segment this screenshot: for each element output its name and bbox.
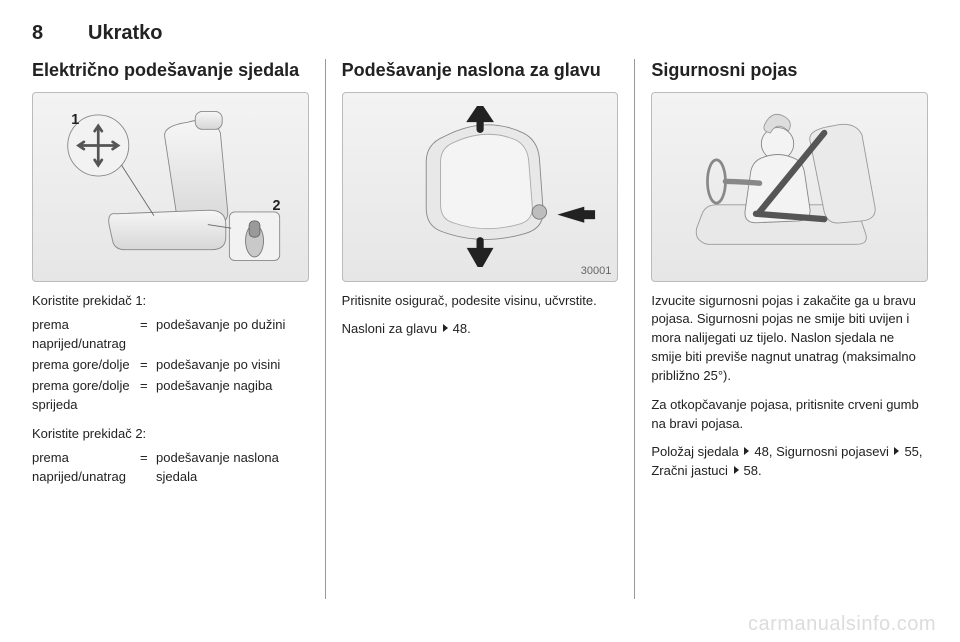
def-term: prema naprijed/unatrag [32, 316, 136, 354]
text: Nasloni za glavu [342, 321, 441, 336]
ref-number: 48 [754, 444, 768, 459]
page-ref-icon [732, 464, 744, 476]
def-term: prema gore/dolje [32, 356, 136, 375]
headrest-illustration [362, 106, 598, 268]
def-desc: podešavanje naslona sjedala [156, 449, 309, 487]
def-eq: = [140, 356, 152, 375]
seat-illustration: 1 2 [52, 106, 288, 268]
def-row: prema naprijed/unatrag = podešavanje po … [32, 316, 309, 354]
chapter-title: Ukratko [88, 22, 162, 45]
page-number: 8 [32, 22, 56, 45]
ref-number: 48 [453, 321, 467, 336]
page-ref: 48 [441, 320, 467, 339]
columns: Električno podešavanje sjedala [32, 59, 928, 599]
page-ref-icon [892, 445, 904, 457]
col3-p1: Izvucite sigurnosni pojas i zakačite ga … [651, 292, 928, 386]
text: . [758, 463, 762, 478]
def-desc: podešavanje nagiba [156, 377, 309, 396]
page-ref-icon [742, 445, 754, 457]
page-ref-icon [441, 322, 453, 334]
defs-switch1: prema naprijed/unatrag = podešavanje po … [32, 316, 309, 414]
watermark: carmanualsinfo.com [748, 613, 936, 636]
def-row: prema gore/dolje = podešavanje po visini [32, 356, 309, 375]
figure-seat-power-adjust: 1 2 [32, 92, 309, 282]
column-2: Podešavanje naslona za glavu [325, 59, 635, 599]
callout-2: 2 [273, 198, 281, 214]
page-ref: 58 [732, 462, 758, 481]
switch1-intro: Koristite prekidač 1: [32, 292, 309, 311]
def-row: prema gore/dolje sprijeda = podešavanje … [32, 377, 309, 415]
def-term: prema gore/dolje sprijeda [32, 377, 136, 415]
col2-p1: Pritisnite osigurač, podesite visinu, uč… [342, 292, 619, 311]
col2-heading: Podešavanje naslona za glavu [342, 59, 619, 82]
figure-number: 30001 [581, 265, 612, 277]
col1-heading: Električno podešavanje sjedala [32, 59, 309, 82]
figure-headrest-adjust: 30001 [342, 92, 619, 282]
col3-p3: Položaj sjedala 48 , Sigurnosni pojasevi… [651, 443, 928, 481]
text: . [467, 321, 471, 336]
callout-1: 1 [72, 112, 80, 128]
col3-heading: Sigurnosni pojas [651, 59, 928, 82]
seatbelt-illustration [672, 106, 908, 268]
ref-number: 58 [744, 463, 758, 478]
def-eq: = [140, 316, 152, 335]
def-eq: = [140, 377, 152, 396]
col3-p2: Za otkopčavanje pojasa, pritisnite crven… [651, 396, 928, 434]
defs-switch2: prema naprijed/unatrag = podešavanje nas… [32, 449, 309, 487]
def-desc: podešavanje po dužini [156, 316, 309, 335]
switch2-intro: Koristite prekidač 2: [32, 425, 309, 444]
def-term: prema naprijed/unatrag [32, 449, 136, 487]
page-ref: 55 [892, 443, 918, 462]
figure-seatbelt [651, 92, 928, 282]
column-3: Sigurnosni pojas [634, 59, 928, 599]
def-row: prema naprijed/unatrag = podešavanje nas… [32, 449, 309, 487]
page-ref: 48 [742, 443, 768, 462]
def-desc: podešavanje po visini [156, 356, 309, 375]
def-eq: = [140, 449, 152, 468]
page-header: 8 Ukratko [32, 22, 928, 45]
text: Položaj sjedala [651, 444, 742, 459]
col2-p2: Nasloni za glavu 48 . [342, 320, 619, 339]
ref-number: 55 [904, 444, 918, 459]
column-1: Električno podešavanje sjedala [32, 59, 325, 599]
manual-page: 8 Ukratko Električno podešavanje sjedala [0, 0, 960, 642]
text: , Sigurnosni pojasevi [769, 444, 893, 459]
